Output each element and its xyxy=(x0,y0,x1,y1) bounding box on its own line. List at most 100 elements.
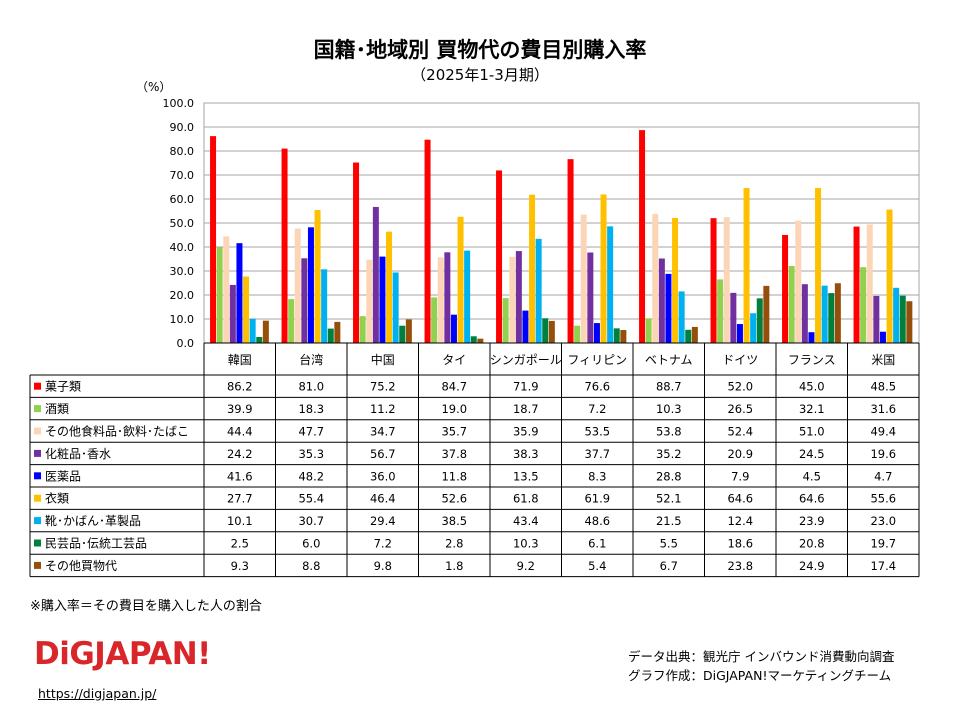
site-link[interactable]: https://digjapan.jp/ xyxy=(38,686,157,701)
table-value: 56.7 xyxy=(370,447,396,461)
table-value: 35.3 xyxy=(298,447,324,461)
bar xyxy=(496,170,503,343)
table-value: 7.2 xyxy=(374,537,392,551)
table-value: 9.2 xyxy=(517,559,535,573)
table-value: 43.4 xyxy=(513,514,539,528)
x-category-label: ドイツ xyxy=(722,353,758,367)
x-category-label: シンガポール xyxy=(490,353,562,367)
table-value: 32.1 xyxy=(799,402,825,416)
x-category-label: 台湾 xyxy=(299,352,323,367)
table-value: 1.8 xyxy=(445,559,463,573)
table-value: 10.1 xyxy=(227,514,253,528)
table-value: 4.5 xyxy=(803,469,821,483)
footnote: ※購入率＝その費目を購入した人の割合 xyxy=(30,599,262,614)
bar xyxy=(372,206,379,343)
table-value: 52.1 xyxy=(656,492,682,506)
bar xyxy=(808,332,815,343)
table-value: 53.8 xyxy=(656,425,682,439)
bar xyxy=(567,159,574,343)
bar xyxy=(509,256,516,343)
bar xyxy=(522,310,529,343)
bar xyxy=(691,326,698,343)
bar xyxy=(392,272,399,343)
y-tick-label: 60.0 xyxy=(170,193,195,206)
table-value: 47.7 xyxy=(298,425,324,439)
table-value: 35.9 xyxy=(513,425,539,439)
chart-author-credit: グラフ作成：DiGJAPAN!マーケティングチーム xyxy=(628,668,892,683)
legend-key xyxy=(34,517,41,525)
table-value: 61.8 xyxy=(513,492,539,506)
table-value: 24.5 xyxy=(799,447,825,461)
table-value: 64.6 xyxy=(799,492,825,506)
bar xyxy=(437,257,444,343)
table-value: 84.7 xyxy=(441,380,467,394)
bar xyxy=(620,330,627,343)
bar xyxy=(386,231,393,343)
x-category-label: フィリピン xyxy=(567,353,627,367)
bar xyxy=(379,256,386,343)
y-tick-label: 80.0 xyxy=(170,145,195,158)
table-value: 10.3 xyxy=(656,402,682,416)
table-value: 35.7 xyxy=(441,425,467,439)
bar xyxy=(886,209,893,343)
bar xyxy=(223,236,230,343)
legend-key xyxy=(34,427,41,435)
y-tick-label: 40.0 xyxy=(170,241,195,254)
table-value: 11.2 xyxy=(370,402,396,416)
table-value: 39.9 xyxy=(227,402,253,416)
bar xyxy=(723,217,730,343)
table-value: 53.5 xyxy=(584,425,610,439)
table-value: 9.8 xyxy=(374,559,392,573)
bar xyxy=(470,336,477,343)
bar xyxy=(801,284,808,343)
bar xyxy=(529,194,536,343)
y-tick-label: 50.0 xyxy=(170,217,195,230)
table-value: 41.6 xyxy=(227,469,253,483)
table-value: 44.4 xyxy=(227,425,253,439)
y-tick-label: 70.0 xyxy=(170,169,195,182)
bar xyxy=(256,337,263,343)
bar xyxy=(587,252,594,343)
bar xyxy=(366,259,373,343)
table-value: 6.0 xyxy=(302,537,320,551)
table-value: 48.2 xyxy=(298,469,324,483)
bar xyxy=(750,313,757,343)
bar xyxy=(736,324,743,343)
table-value: 37.7 xyxy=(584,447,610,461)
x-category-label: 米国 xyxy=(871,353,895,367)
table-value: 6.1 xyxy=(588,537,606,551)
x-category-label: 中国 xyxy=(371,352,395,367)
bar xyxy=(515,251,522,343)
table-value: 52.6 xyxy=(441,492,467,506)
table-value: 34.7 xyxy=(370,425,396,439)
table-value: 37.8 xyxy=(441,447,467,461)
table-value: 31.6 xyxy=(870,402,896,416)
bar xyxy=(548,320,555,343)
bar xyxy=(899,295,906,343)
table-value: 8.8 xyxy=(302,559,320,573)
x-category-label: 韓国 xyxy=(228,353,252,367)
table-value: 81.0 xyxy=(298,380,324,394)
table-value: 23.8 xyxy=(727,559,753,573)
bar xyxy=(249,318,256,343)
bar xyxy=(639,130,646,343)
bar xyxy=(821,285,828,343)
bar xyxy=(450,314,457,343)
bar xyxy=(580,214,587,343)
table-value: 76.6 xyxy=(584,380,610,394)
legend-series-name: 靴･かばん･革製品 xyxy=(45,514,141,528)
table-value: 13.5 xyxy=(513,469,539,483)
table-value: 48.6 xyxy=(584,514,610,528)
bar xyxy=(236,243,243,343)
bar xyxy=(307,227,314,343)
table-value: 7.9 xyxy=(731,469,749,483)
bar xyxy=(665,273,672,343)
table-value: 18.6 xyxy=(727,537,753,551)
bar xyxy=(464,250,471,343)
y-tick-label: 20.0 xyxy=(170,289,195,302)
legend-key xyxy=(34,472,41,480)
bar xyxy=(229,284,236,343)
table-value: 5.5 xyxy=(660,537,678,551)
legend-series-name: 民芸品･伝統工芸品 xyxy=(45,537,147,551)
table-value: 51.0 xyxy=(799,425,825,439)
